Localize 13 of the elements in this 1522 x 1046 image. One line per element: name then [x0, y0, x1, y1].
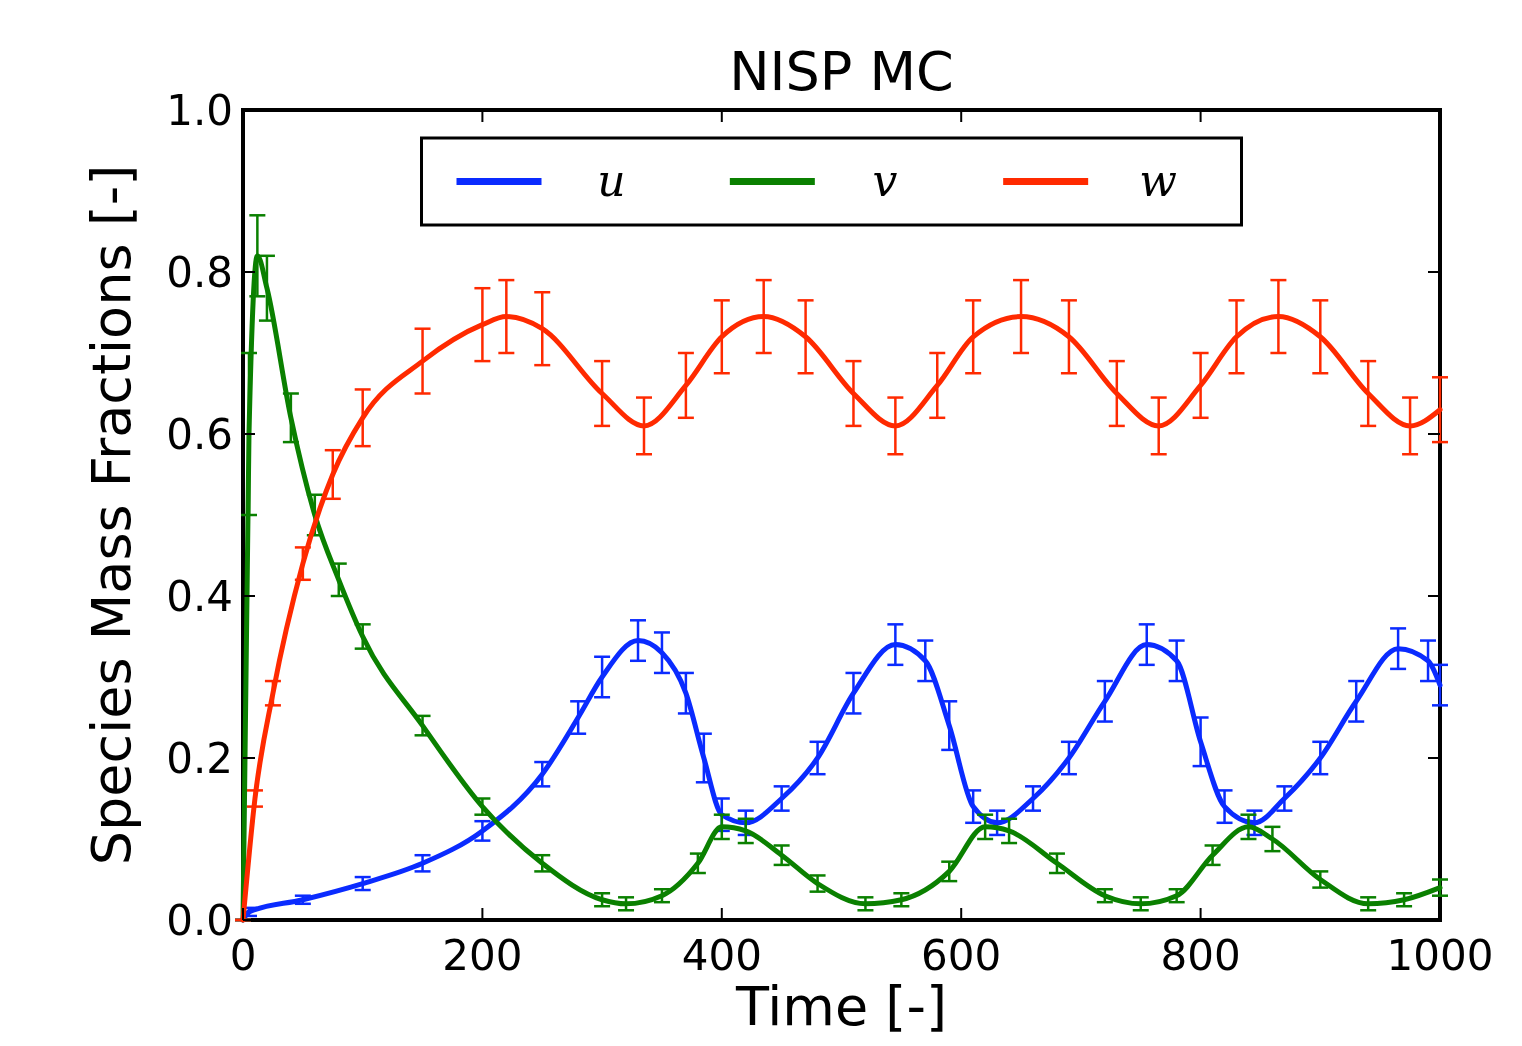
y-axis-title: Species Mass Fractions [-]	[80, 164, 143, 866]
x-tick-label: 1000	[1386, 931, 1494, 980]
chart-title: NISP MC	[729, 40, 954, 103]
y-tick-label: 0.6	[166, 410, 233, 459]
x-tick-label: 200	[442, 931, 523, 980]
y-tick-label: 0.2	[166, 734, 233, 783]
legend-label: v	[872, 154, 898, 206]
y-tick-label: 0.8	[166, 248, 233, 297]
y-tick-label: 1.0	[166, 86, 233, 135]
y-tick-label: 0.4	[166, 572, 233, 621]
x-tick-label: 800	[1160, 931, 1241, 980]
legend-label: w	[1139, 154, 1177, 206]
legend-label: u	[597, 154, 626, 206]
